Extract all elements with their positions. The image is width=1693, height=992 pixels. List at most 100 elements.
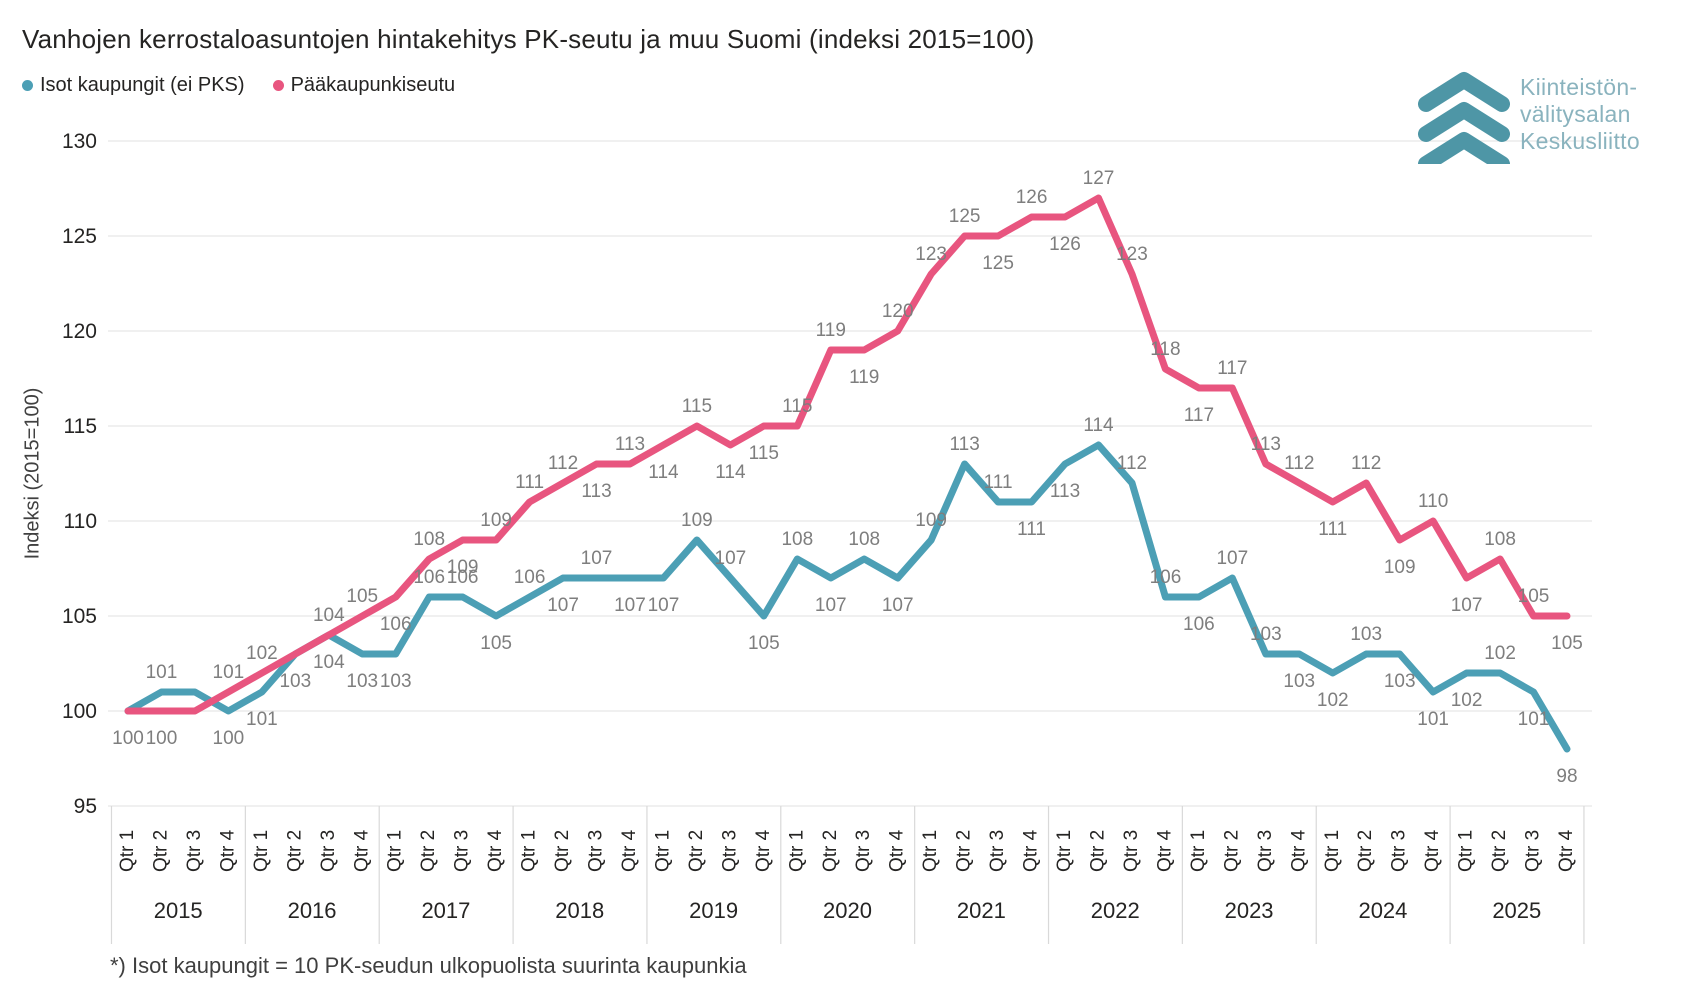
svg-text:125: 125 [62, 225, 97, 248]
svg-text:130: 130 [62, 130, 97, 153]
logo-text-line: välitysalan [1520, 101, 1631, 127]
svg-text:101: 101 [213, 662, 245, 683]
legend-label: Pääkaupunkiseutu [290, 74, 456, 96]
logo-text-line: Kiinteistön- [1520, 74, 1638, 100]
svg-text:Qtr 3: Qtr 3 [184, 830, 205, 872]
svg-text:127: 127 [1083, 168, 1115, 189]
svg-text:Qtr 4: Qtr 4 [1288, 829, 1309, 872]
svg-text:Qtr 4: Qtr 4 [1154, 829, 1175, 872]
svg-text:110: 110 [64, 510, 97, 533]
svg-text:Qtr 1: Qtr 1 [1054, 830, 1075, 872]
svg-text:113: 113 [949, 434, 979, 455]
svg-text:109: 109 [480, 510, 512, 531]
svg-text:115: 115 [749, 443, 779, 464]
svg-text:Qtr 3: Qtr 3 [1121, 830, 1142, 872]
svg-text:108: 108 [848, 529, 880, 550]
legend-item-paakaupunkiseutu[interactable]: Pääkaupunkiseutu [272, 74, 456, 97]
svg-text:109: 109 [681, 510, 713, 531]
svg-text:112: 112 [1117, 453, 1147, 474]
svg-text:107: 107 [648, 595, 680, 616]
svg-text:Qtr 3: Qtr 3 [987, 830, 1008, 872]
svg-text:115: 115 [682, 396, 712, 417]
svg-text:Qtr 2: Qtr 2 [954, 830, 975, 872]
svg-text:Qtr 1: Qtr 1 [1322, 830, 1343, 872]
svg-text:119: 119 [816, 320, 846, 341]
svg-text:106: 106 [514, 567, 546, 588]
chart-legend: Isot kaupungit (ei PKS) Pääkaupunkiseutu [22, 74, 477, 97]
logo-text: Kiinteistön- välitysalan Keskusliitto [1520, 74, 1640, 155]
svg-text:103: 103 [1283, 671, 1315, 692]
svg-text:113: 113 [581, 481, 611, 502]
svg-text:125: 125 [949, 206, 981, 227]
svg-text:123: 123 [1116, 244, 1148, 265]
svg-text:100: 100 [146, 728, 178, 749]
legend-dot-pink-icon [272, 80, 284, 91]
gridlines [108, 140, 1592, 807]
svg-text:2017: 2017 [421, 898, 470, 923]
svg-text:107: 107 [815, 595, 847, 616]
svg-text:101: 101 [146, 662, 178, 683]
svg-text:117: 117 [1184, 405, 1214, 426]
svg-text:108: 108 [413, 529, 445, 550]
y-axis-title: Indeksi (2015=100) [21, 387, 44, 560]
svg-text:105: 105 [62, 605, 97, 628]
svg-text:107: 107 [715, 548, 747, 569]
svg-text:102: 102 [246, 643, 278, 664]
svg-text:105: 105 [1551, 633, 1583, 654]
svg-text:109: 109 [1384, 557, 1416, 578]
svg-text:126: 126 [1049, 234, 1081, 255]
legend-item-isot-kaupungit[interactable]: Isot kaupungit (ei PKS) [22, 74, 245, 97]
svg-text:104: 104 [313, 605, 345, 626]
data-labels-p-kaupunkiseutu: 100 1001011021041051061081091091111121131… [112, 168, 1583, 749]
svg-text:Qtr 4: Qtr 4 [1422, 829, 1443, 872]
svg-text:112: 112 [1284, 453, 1314, 474]
svg-text:113: 113 [1050, 481, 1080, 502]
svg-text:106: 106 [447, 567, 479, 588]
series-line-isot-kaupungit-ei-pks [124, 441, 1571, 753]
svg-text:103: 103 [380, 671, 412, 692]
svg-text:Qtr 2: Qtr 2 [150, 830, 171, 872]
year-separators [110, 806, 1585, 944]
svg-text:Qtr 2: Qtr 2 [1088, 830, 1109, 872]
svg-text:118: 118 [1150, 339, 1180, 360]
svg-text:105: 105 [748, 633, 780, 654]
chevrons-up-icon [1418, 72, 1510, 164]
page-title: Vanhojen kerrostaloasuntojen hintakehity… [22, 24, 1035, 54]
svg-text:117: 117 [1217, 358, 1247, 379]
svg-text:106: 106 [1183, 614, 1215, 635]
svg-text:120: 120 [62, 320, 97, 343]
svg-text:103: 103 [1384, 671, 1416, 692]
svg-text:125: 125 [982, 253, 1014, 274]
svg-text:Qtr 3: Qtr 3 [1523, 830, 1544, 872]
svg-text:Qtr 3: Qtr 3 [1389, 830, 1410, 872]
svg-text:100: 100 [62, 700, 97, 723]
svg-text:Qtr 2: Qtr 2 [418, 830, 439, 872]
svg-text:112: 112 [548, 453, 578, 474]
svg-text:113: 113 [1251, 434, 1281, 455]
svg-text:114: 114 [715, 462, 746, 483]
svg-text:107: 107 [1451, 595, 1483, 616]
svg-text:113: 113 [615, 434, 645, 455]
svg-text:Qtr 3: Qtr 3 [853, 830, 874, 872]
svg-text:2024: 2024 [1358, 898, 1407, 923]
svg-text:2020: 2020 [823, 898, 872, 923]
svg-text:108: 108 [781, 529, 813, 550]
svg-text:110: 110 [1418, 491, 1448, 512]
svg-text:102: 102 [1317, 690, 1349, 711]
svg-text:123: 123 [915, 244, 947, 265]
svg-text:Qtr 2: Qtr 2 [284, 830, 305, 872]
svg-text:109: 109 [447, 557, 479, 578]
svg-text:Qtr 2: Qtr 2 [1221, 830, 1242, 872]
svg-text:106: 106 [380, 614, 412, 635]
svg-text:Qtr 4: Qtr 4 [217, 829, 238, 872]
svg-text:105: 105 [1518, 586, 1550, 607]
y-axis-tick-labels: 95 100 105 110 115 120 125 130 [62, 130, 97, 818]
svg-text:100: 100 [213, 728, 245, 749]
svg-text:Qtr 3: Qtr 3 [318, 830, 339, 872]
svg-text:Qtr 1: Qtr 1 [652, 830, 673, 872]
svg-text:104: 104 [313, 652, 345, 673]
svg-text:101: 101 [1417, 709, 1449, 730]
svg-text:107: 107 [581, 548, 613, 569]
